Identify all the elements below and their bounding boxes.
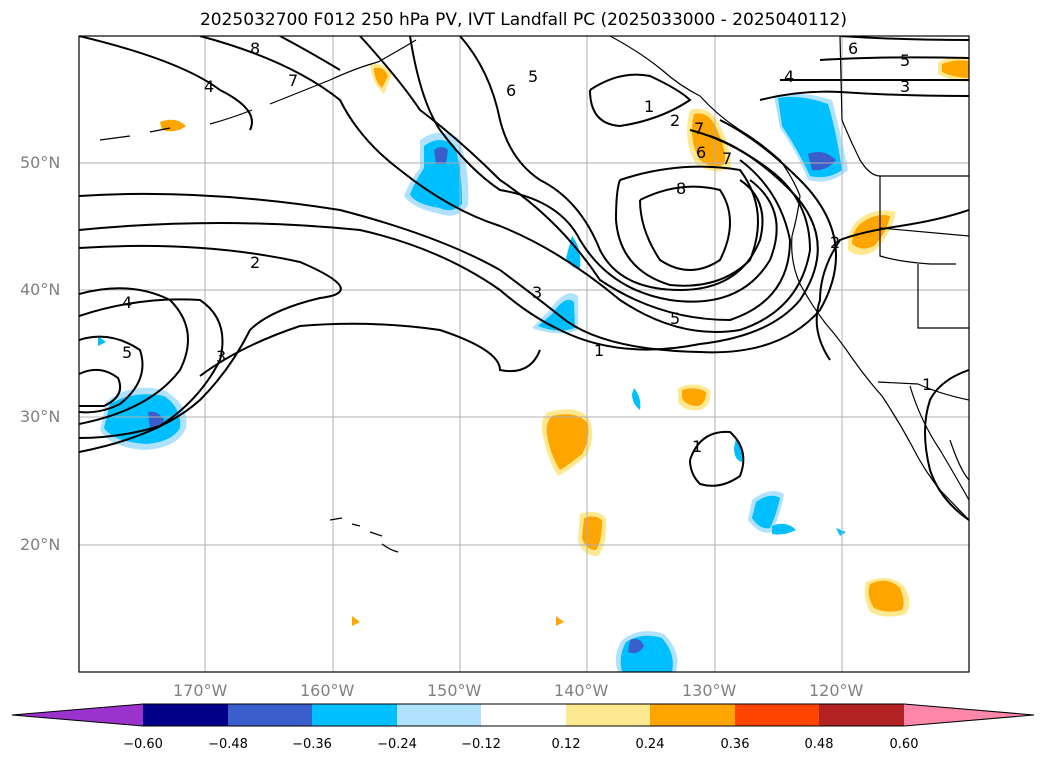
contour-label: 2 [250, 253, 260, 272]
negative-blob [748, 491, 796, 535]
colorbar-tick-label: −0.12 [461, 737, 501, 752]
positive-blob [864, 577, 910, 617]
lat-label: 20°N [20, 535, 61, 554]
lon-label: 120°W [809, 681, 864, 700]
contour-label: 5 [670, 309, 680, 328]
positive-blob [687, 108, 731, 172]
positive-blob [578, 511, 607, 556]
positive-blob [541, 409, 593, 476]
contour-label: 4 [122, 293, 132, 312]
colorbar-tick-label: −0.36 [292, 737, 332, 752]
negative-blob [615, 631, 678, 672]
contour-label: 2 [670, 111, 680, 130]
positive-blob [678, 384, 711, 411]
map-title: 2025032700 F012 250 hPa PV, IVT Landfall… [199, 10, 847, 30]
negative-blob [404, 132, 469, 216]
negative-blob [774, 93, 848, 182]
colorbar-segment [650, 704, 735, 726]
contour-labels: 8 7 4 6 5 4 6 5 3 1 2 7 6 7 8 2 2 4 3 5 … [122, 39, 932, 456]
contour-label: 3 [216, 347, 226, 366]
colorbar-tick-label: 0.36 [720, 737, 750, 752]
lon-label: 140°W [554, 681, 609, 700]
positive-blob [847, 210, 896, 255]
contour-label: 3 [532, 283, 542, 302]
contour-label: 4 [204, 77, 214, 96]
colorbar-over-triangle [904, 704, 1034, 726]
map-frame [78, 35, 970, 673]
colorbar-tick-label: −0.24 [377, 737, 417, 752]
contour-label: 5 [528, 67, 538, 86]
contour-label: 3 [900, 77, 910, 96]
contour-label: 5 [122, 343, 132, 362]
shaded-anomalies [98, 56, 969, 672]
colorbar-under-triangle [12, 704, 143, 726]
contour-label: 6 [696, 143, 706, 162]
colorbar-segment [481, 704, 566, 726]
colorbar [11, 703, 1035, 727]
colorbar-segment [397, 704, 481, 726]
negative-blob [566, 236, 581, 269]
colorbar-tick-label: 0.12 [551, 737, 581, 752]
coastlines [99, 36, 969, 553]
lon-label: 170°W [173, 681, 228, 700]
colorbar-tick-label: −0.60 [123, 737, 163, 752]
lon-label: 150°W [427, 681, 482, 700]
lon-label: 130°W [682, 681, 737, 700]
lat-label: 30°N [20, 407, 61, 426]
contour-label: 8 [676, 179, 686, 198]
colorbar-segment [735, 704, 819, 726]
positive-blob [938, 56, 969, 82]
pv-contours [79, 36, 969, 521]
lat-label: 50°N [20, 153, 61, 172]
contour-label: 1 [644, 97, 654, 116]
contour-label: 6 [506, 81, 516, 100]
lon-label: 160°W [300, 681, 355, 700]
lat-label: 40°N [20, 280, 61, 299]
positive-blob [370, 63, 392, 94]
colorbar-segment [228, 704, 312, 726]
contour-label: 1 [692, 437, 702, 456]
negative-blob [98, 336, 846, 536]
contour-label: 1 [922, 375, 932, 394]
contour-label: 7 [722, 149, 732, 168]
colorbar-segment [819, 704, 904, 726]
contour-label: 7 [694, 119, 704, 138]
colorbar-tick-label: −0.48 [208, 737, 248, 752]
contour-label: 4 [784, 67, 794, 86]
contour-label: 1 [594, 341, 604, 360]
colorbar-segment [312, 704, 397, 726]
colorbar-tick-label: 0.24 [635, 737, 665, 752]
contour-label: 8 [250, 39, 260, 58]
contour-label: 7 [288, 71, 298, 90]
colorbar-tick-label: 0.48 [804, 737, 834, 752]
colorbar-segment [143, 704, 228, 726]
contour-label: 5 [900, 51, 910, 70]
colorbar-segment [566, 704, 650, 726]
contour-label: 6 [848, 39, 858, 58]
colorbar-tick-label: 0.60 [889, 737, 919, 752]
contour-label: 2 [830, 233, 840, 252]
